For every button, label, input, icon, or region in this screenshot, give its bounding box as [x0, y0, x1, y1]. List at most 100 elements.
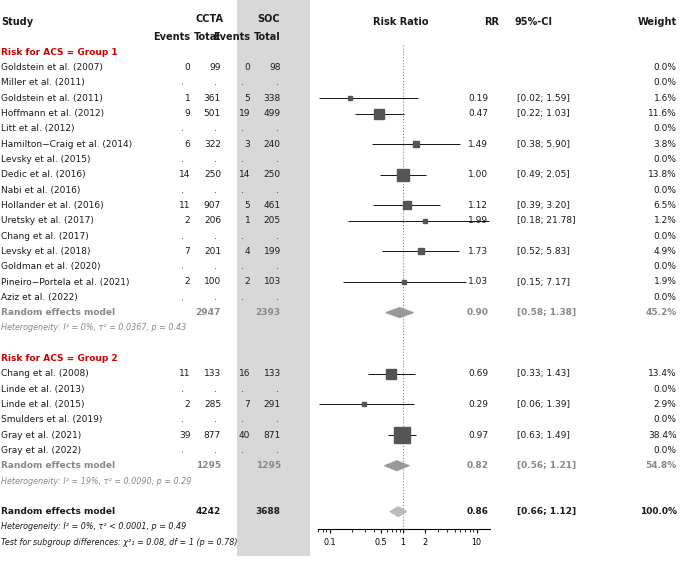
Text: Risk for ACS = Group 1: Risk for ACS = Group 1 [1, 48, 118, 57]
Text: Linde et al. (2013): Linde et al. (2013) [1, 385, 85, 394]
Text: 1.12: 1.12 [469, 201, 488, 210]
Text: Goldman et al. (2020): Goldman et al. (2020) [1, 262, 101, 271]
Text: Levsky et al. (2018): Levsky et al. (2018) [1, 247, 91, 256]
Text: 5: 5 [245, 201, 250, 210]
Text: 0.0%: 0.0% [653, 385, 677, 394]
Text: 199: 199 [264, 247, 281, 256]
Text: 0.97: 0.97 [468, 430, 488, 439]
Text: 1.00: 1.00 [468, 170, 488, 179]
Text: 39: 39 [179, 430, 190, 439]
Text: Total: Total [194, 32, 221, 42]
Text: 499: 499 [264, 109, 281, 118]
Text: 871: 871 [264, 430, 281, 439]
Text: .: . [181, 186, 184, 195]
Text: 361: 361 [204, 94, 221, 103]
Text: 19: 19 [239, 109, 250, 118]
Text: 3.8%: 3.8% [653, 140, 677, 149]
Text: 1.49: 1.49 [469, 140, 488, 149]
Text: [0.15; 7.17]: [0.15; 7.17] [517, 277, 570, 287]
Text: .: . [276, 293, 279, 302]
Text: 133: 133 [204, 369, 221, 378]
Text: 0.0%: 0.0% [653, 262, 677, 271]
Text: .: . [276, 385, 279, 394]
Text: [0.38; 5.90]: [0.38; 5.90] [517, 140, 570, 149]
Text: Study: Study [1, 17, 33, 27]
Text: 2: 2 [185, 277, 190, 287]
Text: [0.52; 5.83]: [0.52; 5.83] [517, 247, 570, 256]
Text: .: . [214, 155, 217, 164]
Text: 0.86: 0.86 [466, 507, 488, 516]
Text: 0.0%: 0.0% [653, 63, 677, 72]
Text: Uretsky et al. (2017): Uretsky et al. (2017) [1, 216, 95, 225]
Text: 2393: 2393 [256, 308, 281, 317]
Text: 3688: 3688 [256, 507, 281, 516]
Text: .: . [241, 293, 243, 302]
Text: 201: 201 [204, 247, 221, 256]
Text: .: . [214, 385, 217, 394]
Text: 16: 16 [239, 369, 250, 378]
Text: 6.5%: 6.5% [653, 201, 677, 210]
Text: 501: 501 [204, 109, 221, 118]
Text: .: . [241, 78, 243, 87]
Text: 1.6%: 1.6% [653, 94, 677, 103]
Text: 1.2%: 1.2% [653, 216, 677, 225]
Text: [0.22; 1.03]: [0.22; 1.03] [517, 109, 570, 118]
Text: Gray et al. (2021): Gray et al. (2021) [1, 430, 82, 439]
Text: .: . [214, 262, 217, 271]
Text: 240: 240 [264, 140, 281, 149]
Text: 0: 0 [185, 63, 190, 72]
Text: 9: 9 [185, 109, 190, 118]
Text: Nabi et al. (2016): Nabi et al. (2016) [1, 186, 81, 195]
Text: Hoffmann et al. (2012): Hoffmann et al. (2012) [1, 109, 105, 118]
Text: Weight: Weight [637, 17, 677, 27]
Text: 7: 7 [245, 400, 250, 409]
Text: 11.6%: 11.6% [648, 109, 677, 118]
Text: .: . [276, 446, 279, 455]
Text: 103: 103 [264, 277, 281, 287]
Text: 0.29: 0.29 [469, 400, 488, 409]
Text: .: . [181, 78, 184, 87]
Text: Goldstein et al. (2011): Goldstein et al. (2011) [1, 94, 103, 103]
Text: [0.49; 2.05]: [0.49; 2.05] [517, 170, 570, 179]
Text: .: . [276, 415, 279, 424]
Text: Events: Events [214, 32, 250, 42]
Text: 907: 907 [204, 201, 221, 210]
Text: 98: 98 [269, 63, 281, 72]
Text: 6: 6 [185, 140, 190, 149]
Text: 291: 291 [264, 400, 281, 409]
Text: 205: 205 [264, 216, 281, 225]
Text: .: . [276, 78, 279, 87]
Text: [0.33; 1.43]: [0.33; 1.43] [517, 369, 570, 378]
Text: Chang et al. (2017): Chang et al. (2017) [1, 232, 89, 241]
Text: [0.58; 1.38]: [0.58; 1.38] [517, 308, 576, 317]
Text: 7: 7 [185, 247, 190, 256]
Text: Heterogeneity: I² = 19%, τ² = 0.0090, p = 0.29: Heterogeneity: I² = 19%, τ² = 0.0090, p … [1, 477, 192, 486]
Text: SOC: SOC [258, 14, 280, 24]
Text: 4.9%: 4.9% [653, 247, 677, 256]
Text: 45.2%: 45.2% [645, 308, 677, 317]
Text: Events: Events [154, 32, 190, 42]
Text: 11: 11 [179, 369, 190, 378]
Polygon shape [385, 461, 409, 471]
Text: .: . [241, 155, 243, 164]
Text: Smulders et al. (2019): Smulders et al. (2019) [1, 415, 103, 424]
Text: .: . [181, 415, 184, 424]
Bar [237, 0, 310, 556]
Text: 1.03: 1.03 [468, 277, 488, 287]
Text: 40: 40 [239, 430, 250, 439]
Text: 100: 100 [204, 277, 221, 287]
Text: 877: 877 [204, 430, 221, 439]
Text: Miller et al. (2011): Miller et al. (2011) [1, 78, 85, 87]
Text: [0.56; 1.21]: [0.56; 1.21] [517, 461, 576, 470]
Text: 13.4%: 13.4% [648, 369, 677, 378]
Text: 206: 206 [204, 216, 221, 225]
Text: 461: 461 [264, 201, 281, 210]
Text: Heterogeneity: I² = 0%, τ² = 0.0367, p = 0.43: Heterogeneity: I² = 0%, τ² = 0.0367, p =… [1, 323, 186, 332]
Text: 0.0%: 0.0% [653, 125, 677, 134]
Text: 2947: 2947 [196, 308, 221, 317]
Text: Gray et al. (2022): Gray et al. (2022) [1, 446, 82, 455]
Text: .: . [214, 415, 217, 424]
Text: 250: 250 [264, 170, 281, 179]
Text: .: . [214, 125, 217, 134]
Text: [0.06; 1.39]: [0.06; 1.39] [517, 400, 570, 409]
